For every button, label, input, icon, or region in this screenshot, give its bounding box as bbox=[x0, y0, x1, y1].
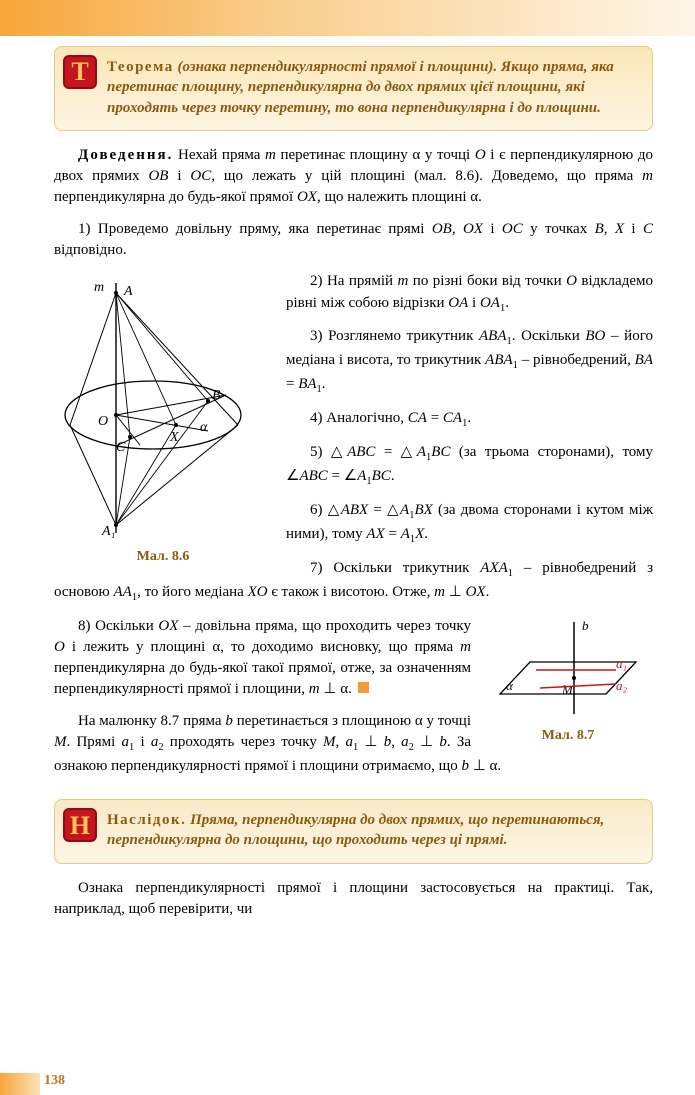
svg-text:b: b bbox=[582, 618, 589, 633]
theorem-title: Теорема bbox=[107, 59, 174, 75]
svg-text:A₁: A₁ bbox=[101, 524, 115, 539]
svg-text:O: O bbox=[98, 414, 108, 429]
figure-8-7-caption: Мал. 8.7 bbox=[483, 728, 653, 744]
theorem-box: Т Теорема (ознака перпендикулярності пря… bbox=[54, 46, 653, 131]
figure-8-6-svg: m A A₁ O B C X bbox=[58, 275, 268, 545]
figure-8-7-svg: b M a₁ a₂ α bbox=[488, 616, 648, 724]
svg-text:α: α bbox=[200, 420, 208, 435]
svg-text:m: m bbox=[94, 280, 104, 295]
figure-8-7: b M a₁ a₂ α Мал. 8.7 bbox=[483, 616, 653, 744]
svg-text:α: α bbox=[506, 678, 514, 693]
page-tab bbox=[0, 1073, 40, 1095]
svg-text:A: A bbox=[123, 284, 133, 299]
theorem-badge: Т bbox=[63, 55, 97, 89]
tail-paragraph: Ознака перпендикулярності прямої і площи… bbox=[54, 878, 653, 921]
svg-text:a₂: a₂ bbox=[616, 678, 628, 693]
proof-end-mark bbox=[358, 682, 369, 693]
theorem-subtitle: (ознака перпендикулярності прямої і площ… bbox=[177, 59, 497, 75]
figure-8-6: m A A₁ O B C X bbox=[54, 275, 272, 565]
figure-8-6-caption: Мал. 8.6 bbox=[54, 549, 272, 565]
figure-and-steps: m A A₁ O B C X bbox=[54, 271, 653, 615]
proof-heading: Доведення. bbox=[78, 147, 173, 163]
page-content: Т Теорема (ознака перпендикулярності пря… bbox=[0, 36, 695, 940]
svg-text:M: M bbox=[561, 682, 574, 697]
svg-text:a₁: a₁ bbox=[616, 656, 627, 671]
corollary-badge: Н bbox=[63, 808, 97, 842]
step8-and-fig87: b M a₁ a₂ α Мал. 8.7 8) Оскільки OX – до… bbox=[54, 616, 653, 788]
page-number: 138 bbox=[44, 1073, 65, 1089]
corollary-title: Наслідок. bbox=[107, 812, 186, 828]
proof-intro: Доведення. Нехай пряма m перетинає площи… bbox=[54, 145, 653, 209]
proof-step1: 1) Проведемо довільну пряму, яка перетин… bbox=[54, 219, 653, 262]
header-gradient bbox=[0, 0, 695, 36]
corollary-box: Н Наслідок. Пряма, перпендикулярна до дв… bbox=[54, 799, 653, 864]
